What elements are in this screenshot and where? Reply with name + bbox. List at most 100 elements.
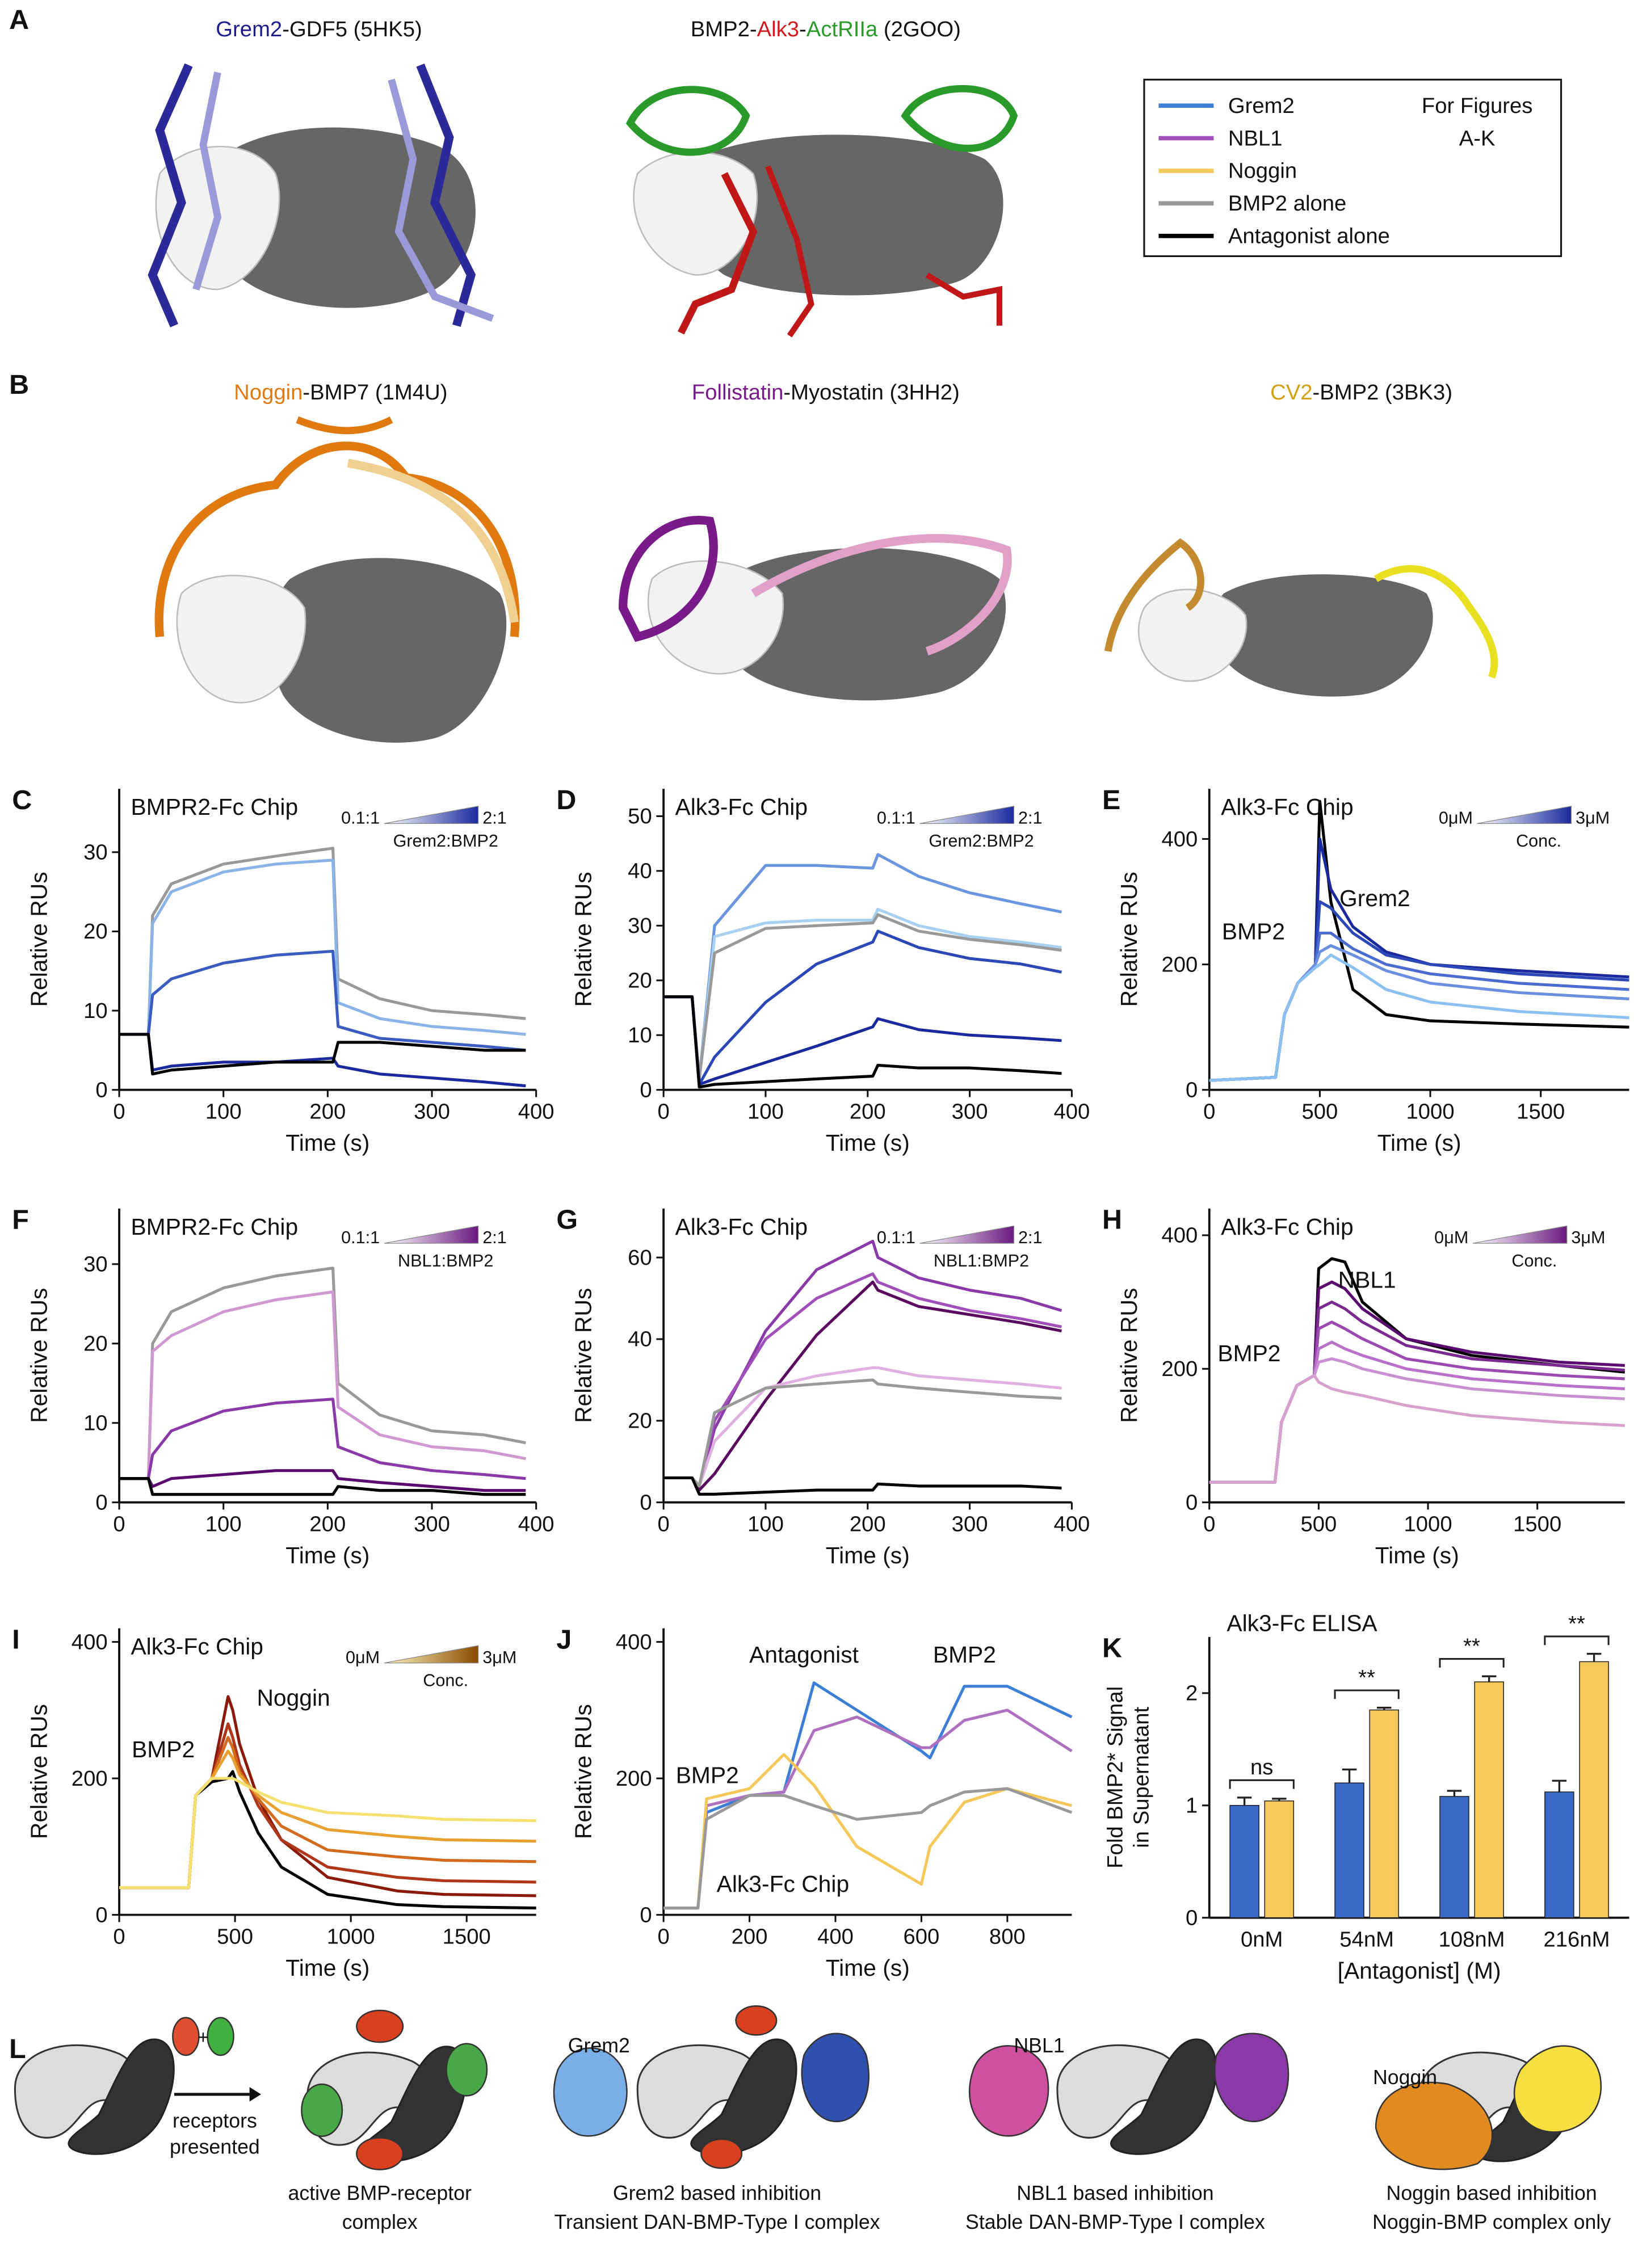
- caption: NBL1 based inhibition: [1016, 2182, 1213, 2204]
- significance-label: **: [1568, 1611, 1585, 1636]
- structure-cv2-bmp2: [1104, 538, 1498, 697]
- bar: [1229, 1805, 1259, 1918]
- y-tick-label: 0: [640, 1078, 652, 1102]
- annotation: BMP2: [933, 1642, 996, 1668]
- x-axis-label: Time (s): [285, 1130, 369, 1156]
- series-line: [1209, 1374, 1625, 1484]
- chip-label: Alk3-Fc Chip: [131, 1633, 263, 1659]
- x-tick-label: 500: [1301, 1100, 1338, 1124]
- ribbon: [388, 78, 494, 322]
- chip-label: Alk3-Fc Chip: [1221, 1214, 1354, 1240]
- structure-title: Noggin-BMP7 (1M4U): [234, 380, 447, 405]
- y-tick-label: 200: [72, 1766, 108, 1791]
- gradient-wedge: [384, 1225, 479, 1244]
- schematic-label: NBL1: [1014, 2034, 1064, 2057]
- structure-title: Follistatin-Myostatin (3HH2): [692, 380, 960, 405]
- y-axis-label: Relative RUs: [570, 872, 597, 1007]
- ribbon: [678, 172, 758, 335]
- title-part: -: [799, 17, 807, 41]
- title-part: -GDF5 (5HK5): [282, 17, 422, 41]
- x-tick-label: 100: [747, 1512, 784, 1537]
- bmp-dimer: [636, 2038, 797, 2155]
- series-line: [663, 1366, 1062, 1488]
- y-tick-label: 30: [83, 1252, 108, 1277]
- y-tick-label: 0: [95, 1078, 107, 1102]
- legend-note: A-K: [1459, 126, 1496, 150]
- x-tick-label: 100: [205, 1512, 242, 1537]
- chip-label: BMPR2-Fc Chip: [131, 794, 298, 820]
- arrow-label: receptors: [173, 2110, 257, 2132]
- error-bar: [1272, 1798, 1287, 1801]
- x-tick-label: 100: [747, 1100, 784, 1124]
- chart: J 0 200 400 0 200 400 600 800 Time (s) Relative RU…: [556, 1624, 1073, 1981]
- y-tick-label: 400: [1162, 1223, 1198, 1248]
- y-tick-label: 50: [628, 804, 652, 828]
- annotation: Grem2: [1339, 885, 1410, 911]
- gradient-wedge: [919, 1225, 1015, 1244]
- significance-bracket: [1334, 1689, 1400, 1699]
- ribbon: [925, 272, 1002, 326]
- type-i-receptor: [172, 2017, 200, 2056]
- y-tick-label: 20: [628, 1409, 652, 1433]
- caption: Stable DAN-BMP-Type I complex: [965, 2211, 1265, 2233]
- x-tick-label: 600: [904, 1925, 940, 1949]
- surface: [176, 575, 306, 704]
- series-line: [119, 1469, 526, 1492]
- arrowhead: [249, 2087, 262, 2102]
- error-bar: [1481, 1675, 1497, 1682]
- chip-label: Alk3-Fc Chip: [717, 1871, 850, 1897]
- structure-title: BMP2-Alk3-ActRIIa (2GOO): [691, 17, 961, 41]
- surface: [1138, 588, 1247, 682]
- x-axis-label: [Antagonist] (M): [1338, 1958, 1501, 1984]
- x-tick-label: 0: [657, 1512, 669, 1537]
- series-line: [119, 1033, 526, 1088]
- x-tick-label: 500: [217, 1925, 253, 1949]
- x-tick-label: 1000: [327, 1925, 375, 1949]
- series-line: [1209, 953, 1629, 1082]
- gradient-label: Conc.: [1516, 831, 1561, 851]
- y-axis-label: Relative RUs: [570, 1704, 597, 1839]
- x-tick-label: 0: [1203, 1512, 1215, 1537]
- surface: [723, 548, 1006, 701]
- title-part: -BMP7 (1M4U): [303, 380, 447, 405]
- series-line: [663, 929, 1062, 1086]
- legend-label: BMP2 alone: [1228, 191, 1346, 216]
- x-axis-label: Time (s): [1375, 1542, 1459, 1568]
- panel-letter: C: [12, 785, 32, 815]
- error-bar: [1342, 1768, 1357, 1783]
- caption: complex: [342, 2211, 418, 2233]
- gradient-wedge: [1472, 1225, 1568, 1244]
- chart-title: Alk3-Fc ELISA: [1226, 1610, 1377, 1636]
- series-line: [119, 1033, 526, 1076]
- chart: G 0 20 40 60 0 100 200 300 400 Time (s) Relative RU…: [556, 1205, 1090, 1568]
- surface: [683, 134, 1003, 296]
- title-part: ActRIIa: [807, 17, 878, 41]
- x-tick-label: 1000: [1404, 1512, 1452, 1537]
- gradient-label: NBL1:BMP2: [398, 1251, 493, 1270]
- annotation: BMP2: [1222, 918, 1285, 944]
- ribbon: [192, 71, 222, 291]
- annotation: BMP2: [676, 1762, 739, 1788]
- surface: [1213, 574, 1433, 697]
- y-tick-label: 200: [616, 1766, 652, 1791]
- chip-label: Alk3-Fc Chip: [1221, 794, 1354, 820]
- series-line: [663, 853, 1062, 1080]
- y-tick-label: 40: [628, 859, 652, 883]
- ribbon: [901, 85, 1018, 152]
- error-bar: [1447, 1790, 1462, 1796]
- caption: Grem2 based inhibition: [613, 2182, 821, 2204]
- surface: [270, 558, 507, 743]
- x-tick-label: 200: [850, 1512, 886, 1537]
- chip-label: Alk3-Fc Chip: [675, 1214, 808, 1240]
- y-tick-label: 20: [83, 919, 108, 944]
- noggin: [1513, 2045, 1602, 2133]
- x-axis-label: Time (s): [285, 1542, 369, 1568]
- y-tick-label: 20: [83, 1332, 108, 1356]
- panel-letter: E: [1102, 785, 1120, 815]
- ribbon: [347, 458, 519, 623]
- x-tick-label: 300: [952, 1512, 988, 1537]
- x-tick-label: 54nM: [1339, 1928, 1394, 1952]
- x-tick-label: 300: [414, 1512, 450, 1537]
- x-tick-label: 500: [1300, 1512, 1337, 1537]
